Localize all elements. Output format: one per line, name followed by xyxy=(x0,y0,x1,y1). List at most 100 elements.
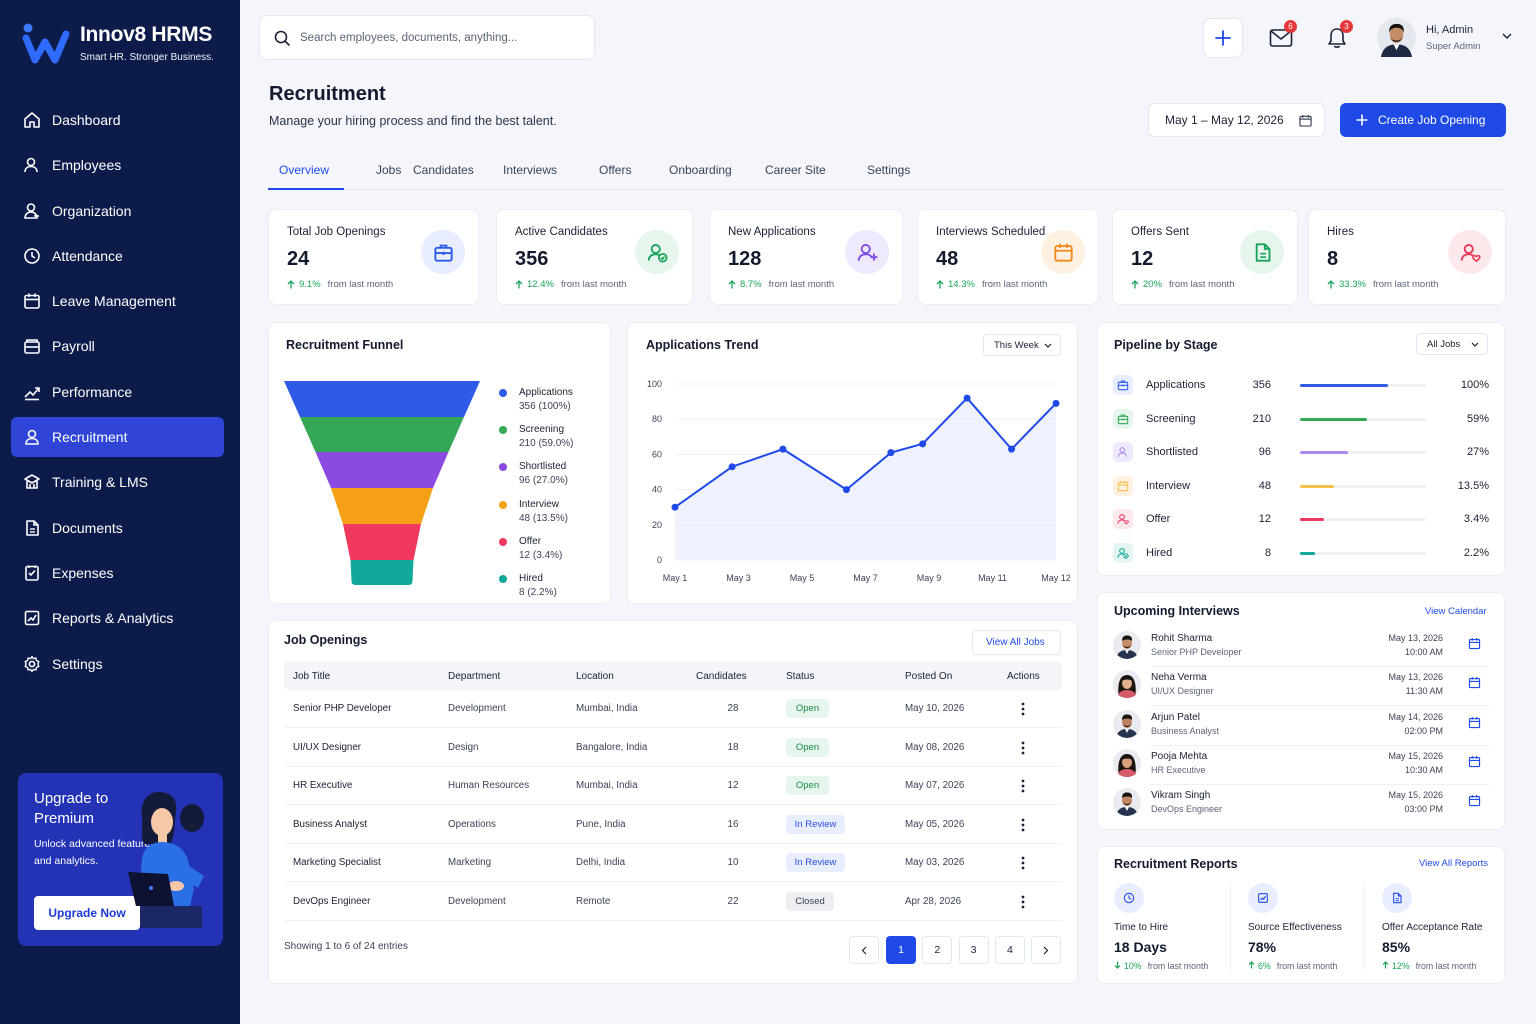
trend-point[interactable] xyxy=(842,486,850,494)
trend-point[interactable] xyxy=(671,503,679,511)
next-page-button[interactable] xyxy=(1031,936,1061,964)
pipeline-bar-track xyxy=(1300,551,1426,555)
interview-item[interactable]: Vikram Singh DevOps Engineer May 15, 2026 0… xyxy=(1113,787,1489,826)
trend-point[interactable] xyxy=(1052,399,1060,407)
legend-dot xyxy=(499,537,507,546)
add-button[interactable] xyxy=(1203,18,1243,58)
more-actions-icon[interactable] xyxy=(1021,856,1025,870)
pipeline-jobs-dropdown[interactable]: All Jobs xyxy=(1416,333,1488,355)
column-header-job-title[interactable]: Job Title xyxy=(293,671,331,682)
job-title-cell[interactable]: Business Analyst xyxy=(293,818,368,830)
trend-point[interactable] xyxy=(728,463,736,471)
job-title-cell[interactable]: Marketing Specialist xyxy=(293,857,381,868)
add-to-calendar-button[interactable] xyxy=(1468,676,1481,692)
briefcase-icon xyxy=(1117,413,1129,424)
job-title-cell[interactable]: Senior PHP Developer xyxy=(293,703,392,714)
kpi-trend: 8.7% from last month xyxy=(728,279,834,290)
page-2-button[interactable]: 2 xyxy=(922,936,953,964)
sidebar: Innov8 HRMS Smart HR. Stronger Business.… xyxy=(0,0,240,1024)
tab-jobs[interactable]: Jobs xyxy=(376,152,401,190)
sidebar-item-organization[interactable]: Organization xyxy=(11,191,224,231)
column-header-candidates[interactable]: Candidates xyxy=(696,671,747,682)
arrow-up-icon xyxy=(1248,961,1255,969)
more-actions-icon[interactable] xyxy=(1021,818,1025,832)
upgrade-now-button[interactable]: Upgrade Now xyxy=(34,896,140,930)
tab-candidates[interactable]: Candidates xyxy=(413,152,474,190)
add-to-calendar-button[interactable] xyxy=(1468,637,1481,653)
view-calendar-link[interactable]: View Calendar xyxy=(1425,606,1487,617)
add-to-calendar-button[interactable] xyxy=(1468,755,1481,771)
trend-point[interactable] xyxy=(779,445,787,453)
interview-item[interactable]: Arjun Patel Business Analyst May 14, 2026 0… xyxy=(1113,709,1489,748)
view-all-reports-link[interactable]: View All Reports xyxy=(1419,858,1488,869)
search-input[interactable] xyxy=(300,31,560,44)
column-header-actions[interactable]: Actions xyxy=(1007,671,1040,682)
trend-point[interactable] xyxy=(887,449,895,457)
notifications-button[interactable]: 3 xyxy=(1317,18,1357,58)
table-row[interactable]: Business Analyst Operations Pune, India 16 I… xyxy=(284,806,1062,844)
user-heart-icon xyxy=(1117,514,1129,525)
divider xyxy=(1151,705,1489,707)
sidebar-item-performance[interactable]: Performance xyxy=(11,372,224,412)
report-offer-acceptance-rate[interactable]: Offer Acceptance Rate 85% 12% from last mon… xyxy=(1382,883,1502,971)
page-1-button[interactable]: 1 xyxy=(886,936,916,964)
trend-period-dropdown[interactable]: This Week xyxy=(983,334,1061,356)
interview-item[interactable]: Pooja Mehta HR Executive May 15, 2026 10:30… xyxy=(1113,748,1489,787)
report-time-to-hire[interactable]: Time to Hire 18 Days 10% from last month xyxy=(1114,883,1234,971)
column-header-location[interactable]: Location xyxy=(576,671,614,682)
tab-overview[interactable]: Overview xyxy=(268,152,344,190)
search-bar[interactable] xyxy=(259,15,595,60)
create-job-opening-button[interactable]: Create Job Opening xyxy=(1340,103,1506,137)
table-row[interactable]: UI/UX Designer Design Bangalore, India 18 Op… xyxy=(284,729,1062,767)
interview-item[interactable]: Rohit Sharma Senior PHP Developer May 13, … xyxy=(1113,630,1489,669)
prev-page-button[interactable] xyxy=(849,936,879,964)
tab-offers[interactable]: Offers xyxy=(599,152,631,190)
table-row[interactable]: Senior PHP Developer Development Mumbai, I… xyxy=(284,690,1062,728)
tab-settings[interactable]: Settings xyxy=(867,152,910,190)
sidebar-item-settings[interactable]: Settings xyxy=(11,644,224,684)
trend-point[interactable] xyxy=(963,394,971,402)
logo[interactable]: Innov8 HRMS Smart HR. Stronger Business. xyxy=(22,22,214,64)
add-to-calendar-button[interactable] xyxy=(1468,794,1481,810)
page-4-button[interactable]: 4 xyxy=(994,936,1025,964)
job-title-cell[interactable]: HR Executive xyxy=(293,780,353,791)
sidebar-item-training-lms[interactable]: Training & LMS xyxy=(11,462,224,502)
trend-point[interactable] xyxy=(1008,445,1016,453)
tab-career-site[interactable]: Career Site xyxy=(765,152,826,190)
job-title-cell[interactable]: DevOps Engineer xyxy=(293,895,371,907)
more-actions-icon[interactable] xyxy=(1021,702,1025,716)
page-3-button[interactable]: 3 xyxy=(958,936,989,964)
sidebar-item-expenses[interactable]: Expenses xyxy=(11,553,224,593)
report-source-effectiveness[interactable]: Source Effectiveness 78% 6% from last month xyxy=(1248,883,1368,971)
column-header-status[interactable]: Status xyxy=(786,671,815,682)
sidebar-item-recruitment[interactable]: Recruitment xyxy=(11,417,224,458)
messages-button[interactable]: 6 xyxy=(1261,18,1301,58)
column-header-posted-on[interactable]: Posted On xyxy=(905,671,953,682)
column-header-department[interactable]: Department xyxy=(448,671,501,682)
table-row[interactable]: Marketing Specialist Marketing Delhi, Indi… xyxy=(284,844,1062,882)
sidebar-item-attendance[interactable]: Attendance xyxy=(11,236,224,276)
tab-bar: Overview Jobs Candidates Interviews Offers On… xyxy=(268,152,1504,190)
sidebar-item-employees[interactable]: Employees xyxy=(11,145,224,185)
pipeline-stage-pct: 13.5% xyxy=(1457,479,1489,492)
more-actions-icon[interactable] xyxy=(1021,895,1025,909)
table-row[interactable]: DevOps Engineer Development Remote 22 Closed… xyxy=(284,883,1062,921)
more-actions-icon[interactable] xyxy=(1021,741,1025,755)
chevron-down-icon[interactable] xyxy=(1502,32,1512,40)
view-all-jobs-button[interactable]: View All Jobs xyxy=(972,630,1061,655)
interview-item[interactable]: Neha Verma UI/UX Designer May 13, 2026 11:3… xyxy=(1113,669,1489,708)
table-row[interactable]: HR Executive Human Resources Mumbai, India… xyxy=(284,767,1062,805)
sidebar-item-dashboard[interactable]: Dashboard xyxy=(11,100,224,140)
trend-point[interactable] xyxy=(919,440,927,448)
more-actions-icon[interactable] xyxy=(1021,779,1025,793)
tab-interviews[interactable]: Interviews xyxy=(503,152,557,190)
tab-onboarding[interactable]: Onboarding xyxy=(669,152,732,190)
add-to-calendar-button[interactable] xyxy=(1468,716,1481,732)
job-title-cell[interactable]: UI/UX Designer xyxy=(293,741,362,753)
sidebar-item-reports-analytics[interactable]: Reports & Analytics xyxy=(11,598,224,638)
sidebar-item-documents[interactable]: Documents xyxy=(11,508,224,548)
user-menu[interactable]: Hi, Admin Super Admin xyxy=(1377,18,1480,57)
sidebar-item-leave-management[interactable]: Leave Management xyxy=(11,281,224,321)
date-range-picker[interactable]: May 1 – May 12, 2026 xyxy=(1148,103,1325,137)
sidebar-item-payroll[interactable]: Payroll xyxy=(11,326,224,366)
